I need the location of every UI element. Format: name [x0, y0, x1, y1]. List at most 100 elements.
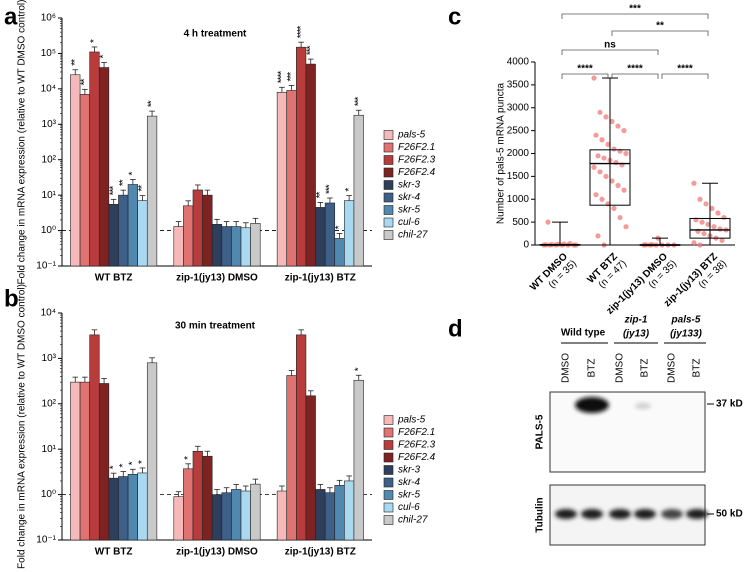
lane-group-header: (jy133) [670, 329, 702, 340]
legend-swatch [383, 142, 394, 153]
legend-swatch [383, 465, 394, 475]
panel-letter: c [448, 3, 461, 30]
data-point [623, 224, 629, 230]
lane-group-header: pals-5 [671, 315, 701, 326]
x-tick-label: zip-1(jy13) BTZ [285, 547, 356, 558]
bar [240, 227, 251, 267]
y-tick-label: 2500 [507, 125, 530, 136]
significance-bracket [661, 73, 709, 79]
legend-label: F26F2.1 [398, 142, 435, 153]
bar [231, 226, 242, 267]
western-blot: d Wild type zip-1 (jy13) pals-5 (jy133) … [448, 315, 743, 546]
bar [296, 334, 307, 541]
legend-label: F26F2.4 [398, 452, 436, 463]
legend-label: skr-4 [398, 192, 420, 203]
significance: ** [70, 59, 81, 66]
lane-group-header: Wild type [561, 328, 606, 339]
y-tick-label: 500 [512, 217, 529, 228]
size-marker: 50 kD [716, 509, 743, 520]
band [581, 509, 603, 519]
significance: ** [118, 179, 129, 186]
significance-bracket [611, 73, 659, 79]
legend-label: pals-5 [397, 415, 426, 426]
panel: b 10⁻¹ 10⁰ 10¹ 10² 10³ 10⁴ Fold change in mRNA … [4, 284, 436, 569]
lane-label: BTZ [587, 359, 598, 378]
bar [79, 94, 90, 267]
row-label: PALS-5 [535, 414, 546, 449]
bar [118, 476, 129, 541]
significance: ** [656, 21, 664, 32]
bar [344, 480, 355, 541]
data-point [609, 178, 615, 184]
data-point [605, 141, 611, 147]
bar [146, 362, 158, 541]
bar [286, 90, 297, 267]
legend-label: skr-5 [398, 205, 420, 216]
significance: ** [80, 78, 91, 85]
bar [250, 223, 261, 267]
y-tick-label: 3500 [507, 80, 530, 91]
significance: *** [108, 186, 119, 196]
bar [344, 200, 355, 267]
data-point [697, 196, 703, 202]
lane-group-header: (jy13) [623, 329, 650, 340]
bar [250, 483, 261, 541]
bar [353, 114, 364, 267]
bar [137, 200, 148, 267]
legend-label: chil-27 [398, 230, 428, 241]
chart-title: 4 h treatment [184, 29, 247, 40]
data-point [599, 137, 605, 143]
data-point [603, 114, 609, 120]
bar [183, 468, 194, 541]
data-point [593, 132, 599, 138]
significance: *** [353, 96, 364, 106]
bar [286, 375, 297, 541]
data-point [697, 242, 703, 248]
bar [211, 494, 223, 541]
bar [334, 238, 345, 267]
data-point [691, 180, 697, 186]
y-tick-label: 10² [42, 398, 57, 409]
significance: **** [627, 64, 643, 75]
legend-swatch [383, 217, 394, 228]
legend-label: pals-5 [397, 130, 426, 141]
lane-label: DMSO [615, 353, 626, 383]
y-tick-label: 10³ [42, 119, 57, 130]
y-tick-label: 10⁻¹ [36, 261, 56, 272]
data-point [601, 155, 607, 161]
legend-swatch [383, 205, 394, 215]
bar [231, 489, 242, 541]
significance: * [118, 464, 129, 468]
legend-label: skr-3 [398, 465, 420, 476]
panel-letter: a [4, 3, 18, 30]
data-point [597, 169, 603, 175]
bar [173, 496, 184, 541]
significance: **** [296, 26, 307, 39]
y-axis-label: Fold change in mRNA expression (relative… [17, 0, 28, 284]
significance: *** [629, 4, 641, 15]
legend-swatch [383, 515, 394, 525]
legend-swatch [383, 230, 394, 240]
significance-bracket [561, 73, 609, 79]
bar [315, 489, 326, 541]
data-point [591, 75, 597, 81]
bar [118, 194, 129, 267]
chart-title: 30 min treatment [175, 321, 256, 332]
significance: *** [325, 184, 336, 194]
legend-label: chil-27 [398, 515, 428, 526]
data-point [613, 160, 619, 166]
bar [89, 334, 100, 541]
x-tick-label: zip-1(jy13) BTZ [285, 273, 356, 284]
significance: * [128, 461, 139, 465]
lane-label: DMSO [561, 353, 572, 383]
significance: **** [677, 64, 693, 75]
data-point [717, 226, 723, 232]
legend-swatch [383, 415, 394, 425]
panel: a 10⁻¹ 10⁰ 10¹ 10² 10³ 10⁴ 10⁵ 10⁶ Fold change in… [4, 0, 436, 284]
bar [296, 46, 307, 267]
box [689, 217, 731, 239]
significance: **** [577, 64, 593, 75]
bar [70, 74, 81, 267]
y-tick-label: 1500 [507, 171, 530, 182]
significance: **** [277, 71, 288, 84]
